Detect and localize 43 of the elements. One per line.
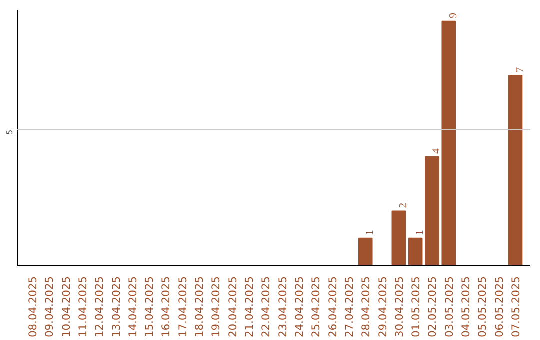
x-tick-label: 01.05.2025 (410, 276, 423, 338)
x-tick-label: 19.04.2025 (210, 276, 223, 338)
data-label: 1 (415, 230, 426, 236)
data-label: 7 (515, 66, 526, 73)
x-tick-label: 23.04.2025 (276, 276, 290, 338)
x-tick-label: 24.04.2025 (292, 276, 306, 338)
x-tick-label: 29.04.2025 (376, 276, 390, 338)
bar (408, 238, 423, 266)
bar (358, 238, 373, 266)
x-tick-label: 17.04.2025 (176, 276, 190, 338)
x-tick-label: 21.04.2025 (243, 276, 256, 338)
ref-line-label: 5 (6, 130, 14, 135)
x-tick-label: 14.04.2025 (126, 276, 140, 338)
x-tick-label: 22.04.2025 (260, 276, 273, 338)
x-tick-label: 09.04.2025 (43, 276, 56, 338)
x-tick-label: 12.04.2025 (93, 276, 106, 338)
x-tick-label: 10.04.2025 (60, 276, 73, 338)
data-label: 1 (365, 230, 376, 236)
x-tick-label: 15.04.2025 (143, 276, 156, 338)
x-tick-label: 18.04.2025 (193, 276, 206, 338)
data-label: 2 (398, 202, 410, 208)
x-tick-label: 20.04.2025 (226, 276, 240, 338)
x-tick-label: 05.05.2025 (476, 276, 490, 338)
bar (392, 210, 406, 266)
x-tick-label: 28.04.2025 (360, 276, 373, 338)
x-tick-label: 27.04.2025 (342, 276, 356, 338)
bar (508, 75, 523, 266)
x-tick-label: 04.05.2025 (460, 276, 473, 338)
x-tick-label: 26.04.2025 (326, 276, 340, 338)
x-tick-label: 25.04.2025 (310, 276, 323, 338)
x-tick-label: 08.04.2025 (26, 276, 40, 338)
x-tick-label: 30.04.2025 (392, 276, 406, 338)
bar (442, 20, 456, 266)
x-tick-label: 11.04.2025 (76, 276, 90, 338)
x-tick-label: 02.05.2025 (426, 276, 440, 338)
x-tick-label: 16.04.2025 (160, 276, 173, 338)
x-tick-label: 06.05.2025 (492, 276, 506, 338)
x-tick-label: 03.05.2025 (442, 276, 456, 338)
data-label: 4 (432, 148, 443, 154)
x-tick-label: 13.04.2025 (110, 276, 123, 338)
bar (425, 156, 440, 266)
data-label: 9 (448, 13, 460, 18)
x-tick-label: 07.05.2025 (510, 276, 523, 338)
